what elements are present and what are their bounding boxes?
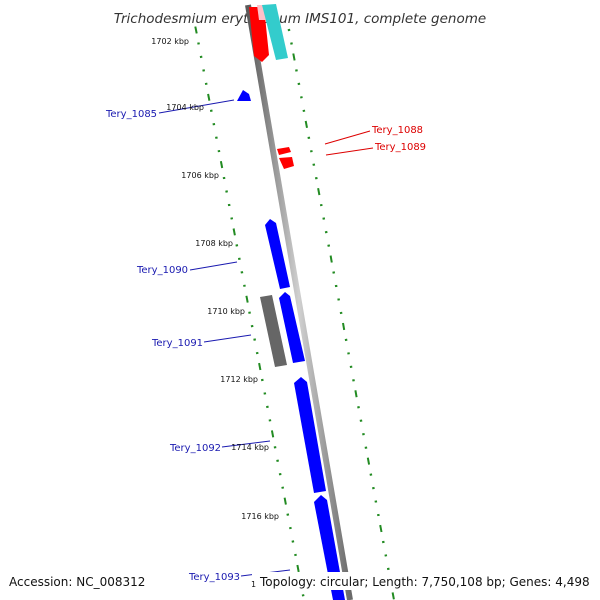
outer-ruler-major-tick	[329, 255, 333, 263]
leader-line-tery-1085	[158, 99, 235, 114]
gene-label-tery-1085[interactable]: Tery_1085	[105, 109, 157, 120]
outer-ruler-major-tick	[317, 188, 321, 196]
gene-label-tery-1089[interactable]: Tery_1089	[374, 142, 426, 153]
genome-backbone	[245, 4, 353, 600]
outer-ruler-major-tick	[391, 592, 395, 600]
tick-label-1708: 1708 kbp	[195, 239, 233, 248]
inner-ruler-major-tick	[296, 564, 300, 573]
gene-arrow-tery-1090[interactable]	[265, 219, 290, 289]
leader-line-tery-1089	[325, 147, 374, 156]
inner-ruler-major-tick	[270, 430, 275, 438]
leader-line-tery-1090	[189, 261, 238, 271]
gene-label-tery-1091[interactable]: Tery_1091	[151, 338, 203, 349]
gene-label-tery-1093[interactable]: Tery_1093	[188, 572, 240, 583]
tick-label-1706: 1706 kbp	[181, 171, 219, 180]
tick-label-1704: 1704 kbp	[166, 103, 204, 112]
gene-arrow-tery-1088[interactable]	[277, 147, 291, 155]
outer-ruler-major-tick	[366, 457, 371, 465]
inner-ruler-major-tick	[245, 295, 249, 303]
tick-label-1714: 1714 kbp	[231, 443, 269, 452]
tick-label-1712: 1712 kbp	[220, 375, 258, 384]
gene-arrow-cyan-top[interactable]	[262, 4, 288, 60]
leader-line-tery-1091	[203, 334, 252, 343]
inner-ruler-major-tick	[207, 93, 211, 101]
gene-label-tery-1088[interactable]: Tery_1088	[371, 125, 423, 136]
outer-ruler-major-tick	[379, 524, 383, 533]
gene-arrow-tery-1092[interactable]	[294, 377, 326, 493]
tick-label-1702: 1702 kbp	[151, 37, 189, 46]
topology-label: Topology: circular; Length: 7,750,108 bp…	[259, 575, 590, 589]
footer-background	[252, 572, 592, 590]
tick-label-1716: 1716 kbp	[241, 512, 279, 521]
gene-label-tery-1092[interactable]: Tery_1092	[169, 443, 221, 454]
gene-arrow-tery-1091[interactable]	[279, 292, 305, 363]
gene-arrow-red-top[interactable]	[249, 7, 269, 62]
outer-ruler-major-tick	[304, 120, 308, 128]
stray-label: 1	[251, 580, 256, 589]
gene-label-tery-1090[interactable]: Tery_1090	[136, 265, 188, 276]
tick-label-1710: 1710 kbp	[207, 307, 245, 316]
leader-line-tery-1092	[221, 440, 271, 448]
outer-ruler-major-tick	[354, 390, 358, 398]
inner-ruler-major-tick	[283, 497, 287, 505]
leader-line-tery-1088	[324, 130, 371, 145]
inner-ruler-major-tick	[219, 161, 224, 169]
inner-ruler-major-tick	[258, 362, 262, 371]
gene-arrow-tery-1089[interactable]	[279, 157, 294, 169]
outer-ruler-major-tick	[292, 53, 296, 61]
inner-ruler-track	[194, 26, 305, 597]
gene-arrow-tery-1091-gray[interactable]	[260, 295, 287, 367]
gene-arrow-tery-1085[interactable]	[237, 90, 251, 101]
accession-label: Accession: NC_008312	[9, 575, 145, 589]
genome-title: Trichodesmium erythraeum IMS101, complet…	[114, 11, 486, 27]
inner-ruler-major-tick	[232, 228, 236, 236]
outer-ruler-major-tick	[342, 322, 346, 331]
outer-ruler-track	[287, 28, 395, 600]
inner-ruler-major-tick	[194, 26, 198, 34]
